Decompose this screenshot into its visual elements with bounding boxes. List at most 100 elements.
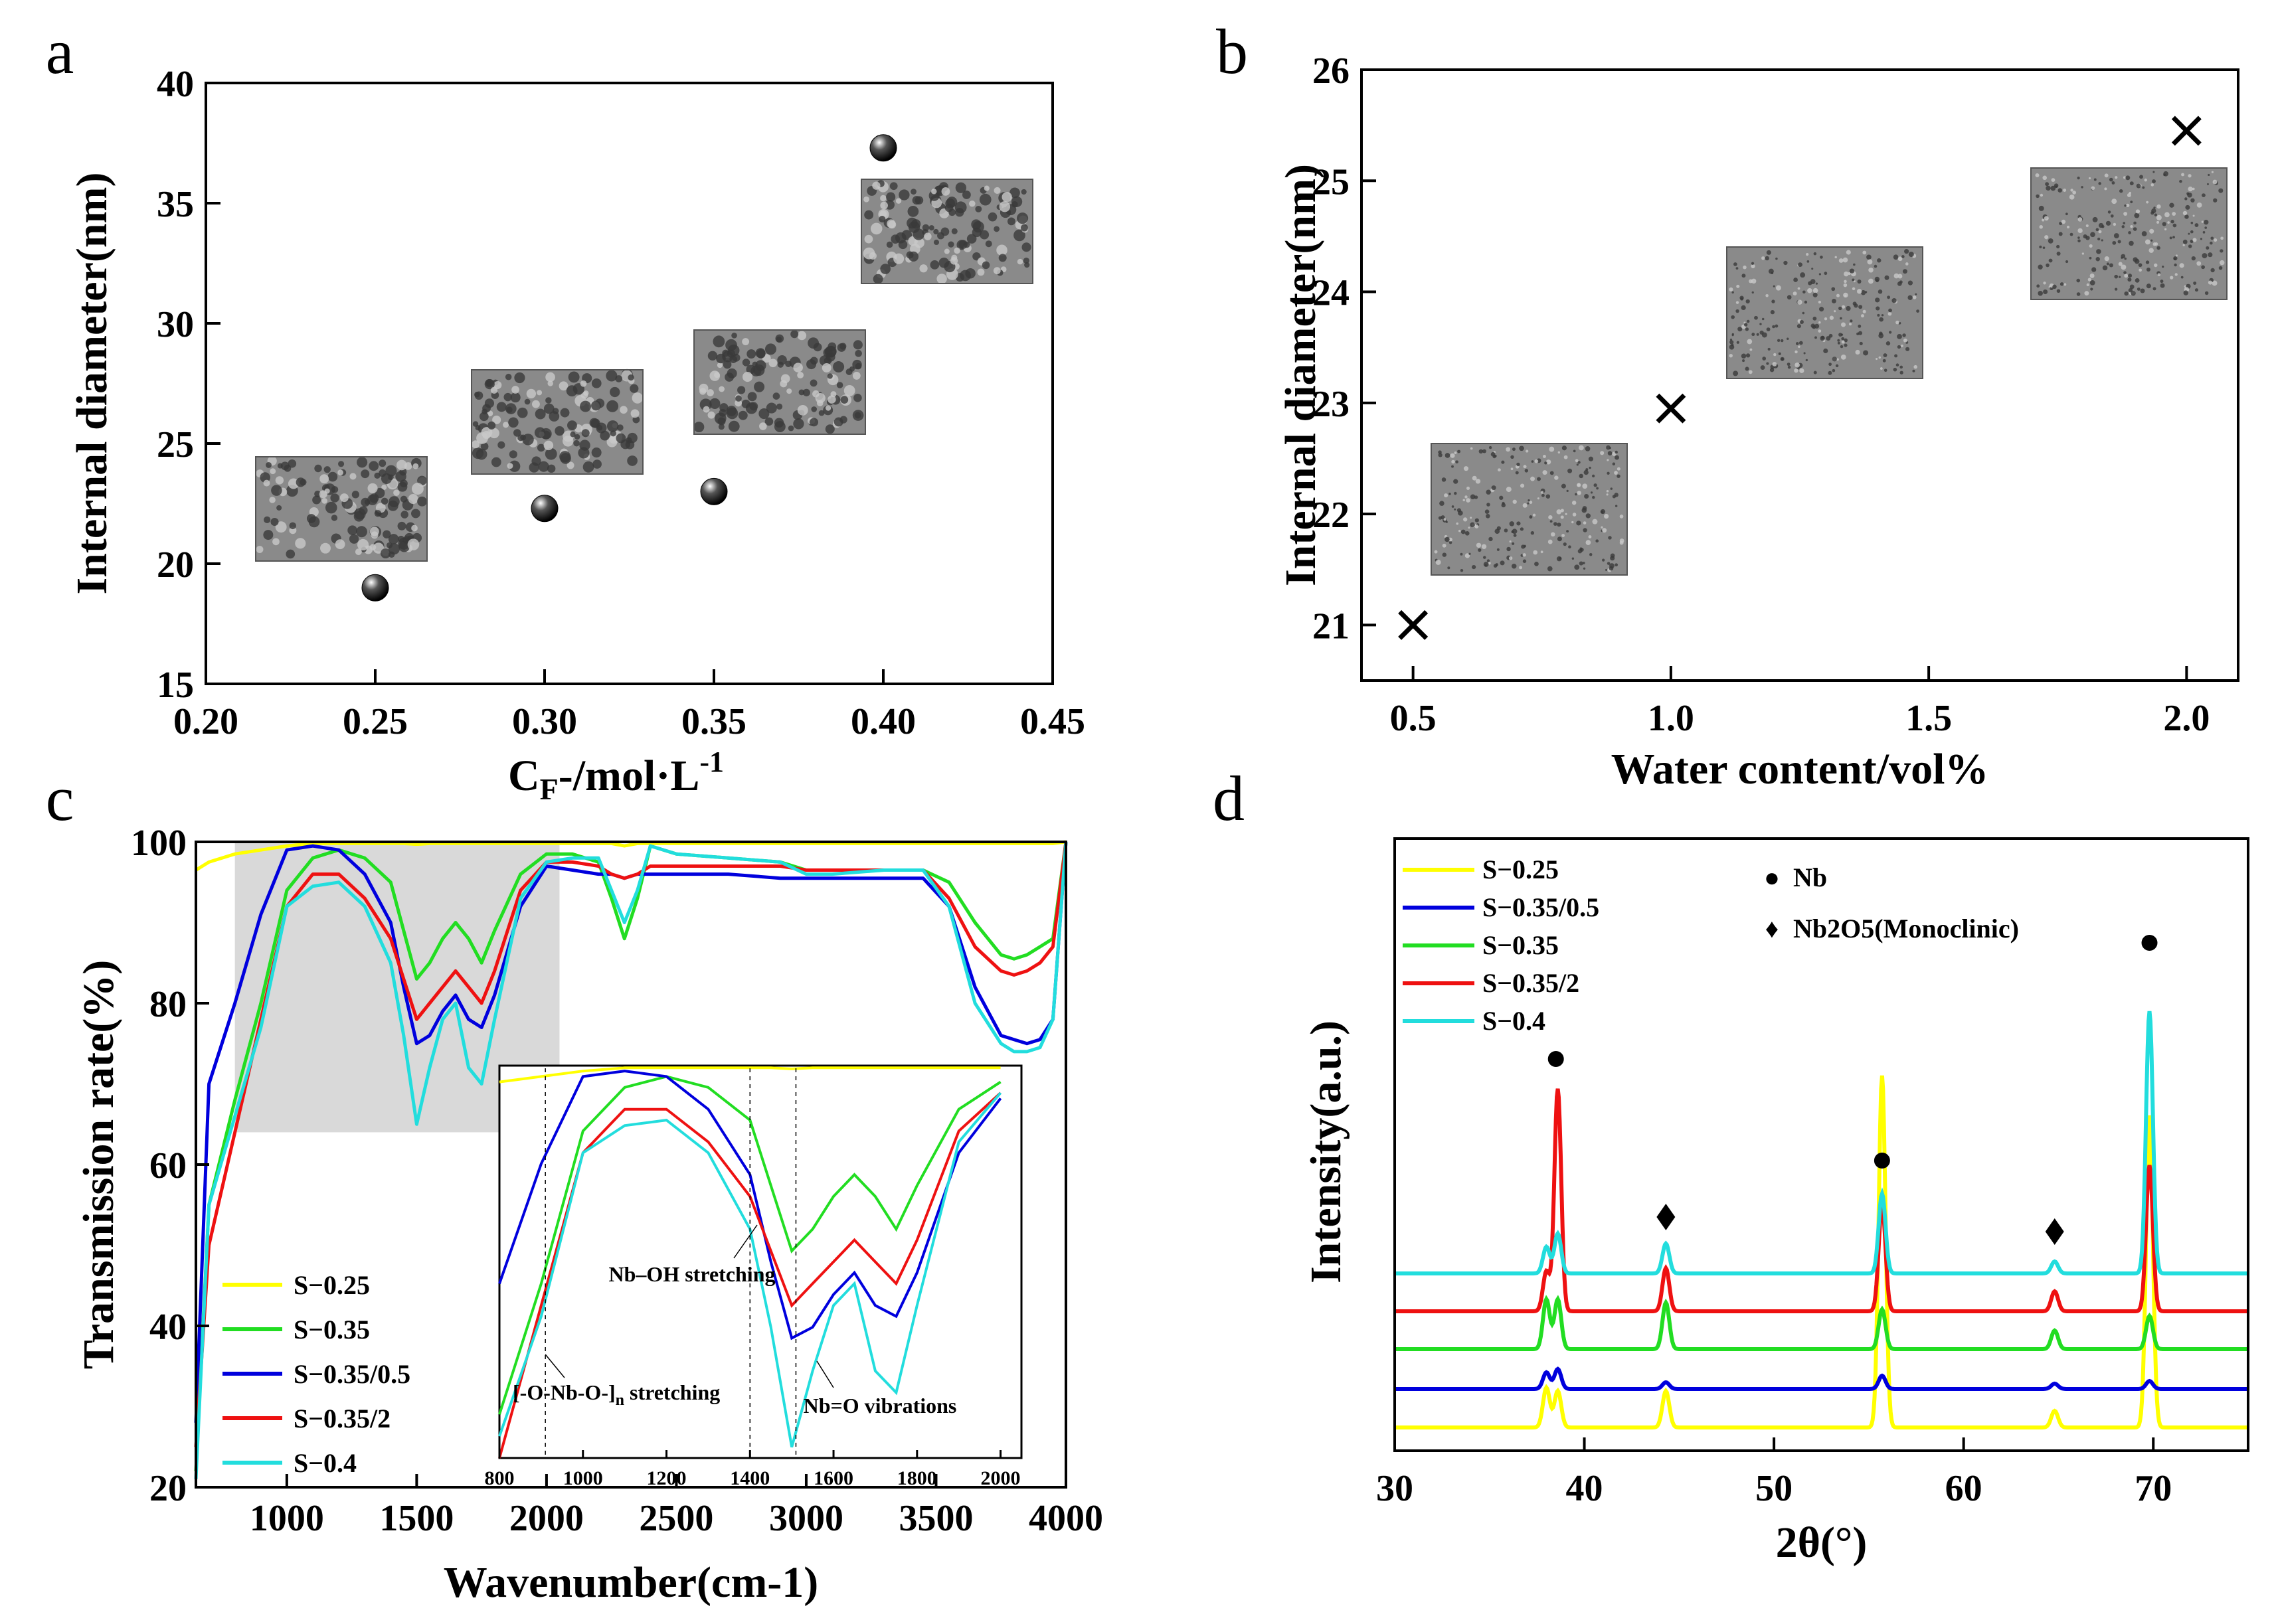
sem-pore <box>1572 513 1577 517</box>
sem-pore <box>2063 283 2067 286</box>
sem-pore <box>1775 285 1781 291</box>
sem-pore <box>1787 295 1792 300</box>
sem-pore <box>2077 228 2083 234</box>
sem-pore <box>2146 267 2150 272</box>
sem-pore <box>2123 212 2128 216</box>
sem-pore <box>2206 246 2210 250</box>
sem-pore <box>1579 547 1583 550</box>
y-tick-label: 20 <box>149 1468 187 1509</box>
sem-pore <box>353 511 365 522</box>
sem-pore <box>2164 212 2170 218</box>
sem-pore <box>476 448 487 460</box>
sem-pore <box>2131 290 2136 296</box>
sem-pore <box>538 461 549 472</box>
sem-pore <box>2129 240 2134 246</box>
sem-pore <box>2133 227 2137 231</box>
y-tick-label: 21 <box>1312 606 1350 647</box>
sem-pore <box>1524 469 1529 473</box>
sem-pore <box>1762 357 1767 361</box>
sem-pore <box>1885 341 1891 346</box>
sem-pore <box>1474 518 1479 523</box>
sem-pore <box>2077 236 2080 239</box>
sem-pore <box>1751 278 1757 284</box>
sem-pore <box>772 392 780 400</box>
sem-pore <box>1877 313 1880 317</box>
sem-pore <box>1736 341 1739 344</box>
sem-pore <box>1448 540 1452 544</box>
sem-pore <box>1500 560 1505 566</box>
sem-inset-b2 <box>1726 246 1923 379</box>
sem-pore <box>591 447 602 458</box>
sem-pore <box>493 380 502 389</box>
sem-pore <box>1451 465 1454 468</box>
y-tick-label: 100 <box>131 823 187 864</box>
sem-pore <box>1795 342 1799 345</box>
sem-pore <box>788 425 794 432</box>
sem-pore <box>1743 323 1748 327</box>
sem-pore <box>2153 263 2158 268</box>
y-tick-label: 25 <box>157 424 194 465</box>
sem-pore <box>319 474 329 484</box>
sem-pore <box>928 225 934 231</box>
sem-pore <box>1547 566 1553 572</box>
sem-pore <box>1478 548 1482 552</box>
sem-pore <box>620 406 628 414</box>
sem-pore <box>369 493 379 503</box>
sem-pore <box>545 397 552 404</box>
sem-pore <box>485 378 493 388</box>
annotation-arrow <box>733 1224 758 1259</box>
sem-pore <box>1537 477 1541 481</box>
sem-pore <box>628 374 634 381</box>
sem-pore <box>1549 446 1555 452</box>
sem-pore <box>2190 198 2195 203</box>
sem-pore <box>1451 459 1455 464</box>
sem-pore <box>707 389 714 396</box>
sem-pore <box>1516 521 1521 526</box>
x-tick-label: 3000 <box>769 1498 843 1539</box>
sem-pore <box>1745 353 1751 358</box>
sem-pore <box>880 195 887 202</box>
sem-pore <box>2039 245 2042 248</box>
sem-pore <box>272 538 280 546</box>
sem-pore <box>411 525 418 532</box>
plot-frame-a <box>205 82 1054 685</box>
sem-pore <box>699 383 709 393</box>
sem-pore <box>1588 535 1592 538</box>
sem-pore <box>578 447 590 459</box>
sem-pore <box>509 450 517 459</box>
sem-pore <box>2218 266 2223 270</box>
sem-pore <box>361 497 370 507</box>
sem-pore <box>1838 333 1842 337</box>
sem-pore <box>2109 263 2113 268</box>
sem-pore <box>933 228 939 235</box>
sem-pore <box>1838 306 1842 311</box>
sem-pore <box>1606 493 1609 496</box>
sem-pore <box>1460 568 1464 572</box>
sem-pore <box>2046 263 2050 268</box>
sem-pore <box>1442 543 1446 548</box>
x-tick-label: 70 <box>2135 1468 2172 1509</box>
sem-pore <box>1551 532 1555 537</box>
sem-pore <box>1488 446 1492 449</box>
sem-pore <box>620 439 630 449</box>
sem-pore <box>2135 278 2140 283</box>
legend-label: S−0.35/0.5 <box>1482 892 1599 922</box>
legend-marker-nb: ● <box>1764 862 1780 892</box>
sem-pore <box>2181 173 2184 177</box>
sem-pore <box>490 386 498 394</box>
sem-pore <box>2146 284 2151 289</box>
sem-pore <box>2156 204 2161 209</box>
sem-pore <box>514 372 525 384</box>
sem-pore <box>580 380 587 387</box>
sem-pore <box>547 464 556 473</box>
sem-pore <box>1610 553 1615 558</box>
sem-pore <box>1818 329 1822 333</box>
x-tick-label: 40 <box>1566 1468 1603 1509</box>
sem-pore <box>853 340 863 350</box>
sem-pore <box>837 343 846 352</box>
sem-pore <box>718 424 725 430</box>
sem-pore <box>1576 521 1581 526</box>
sem-pore <box>2114 274 2119 279</box>
inset-tick-label: 2000 <box>981 1467 1021 1489</box>
sem-pore <box>1435 559 1441 565</box>
